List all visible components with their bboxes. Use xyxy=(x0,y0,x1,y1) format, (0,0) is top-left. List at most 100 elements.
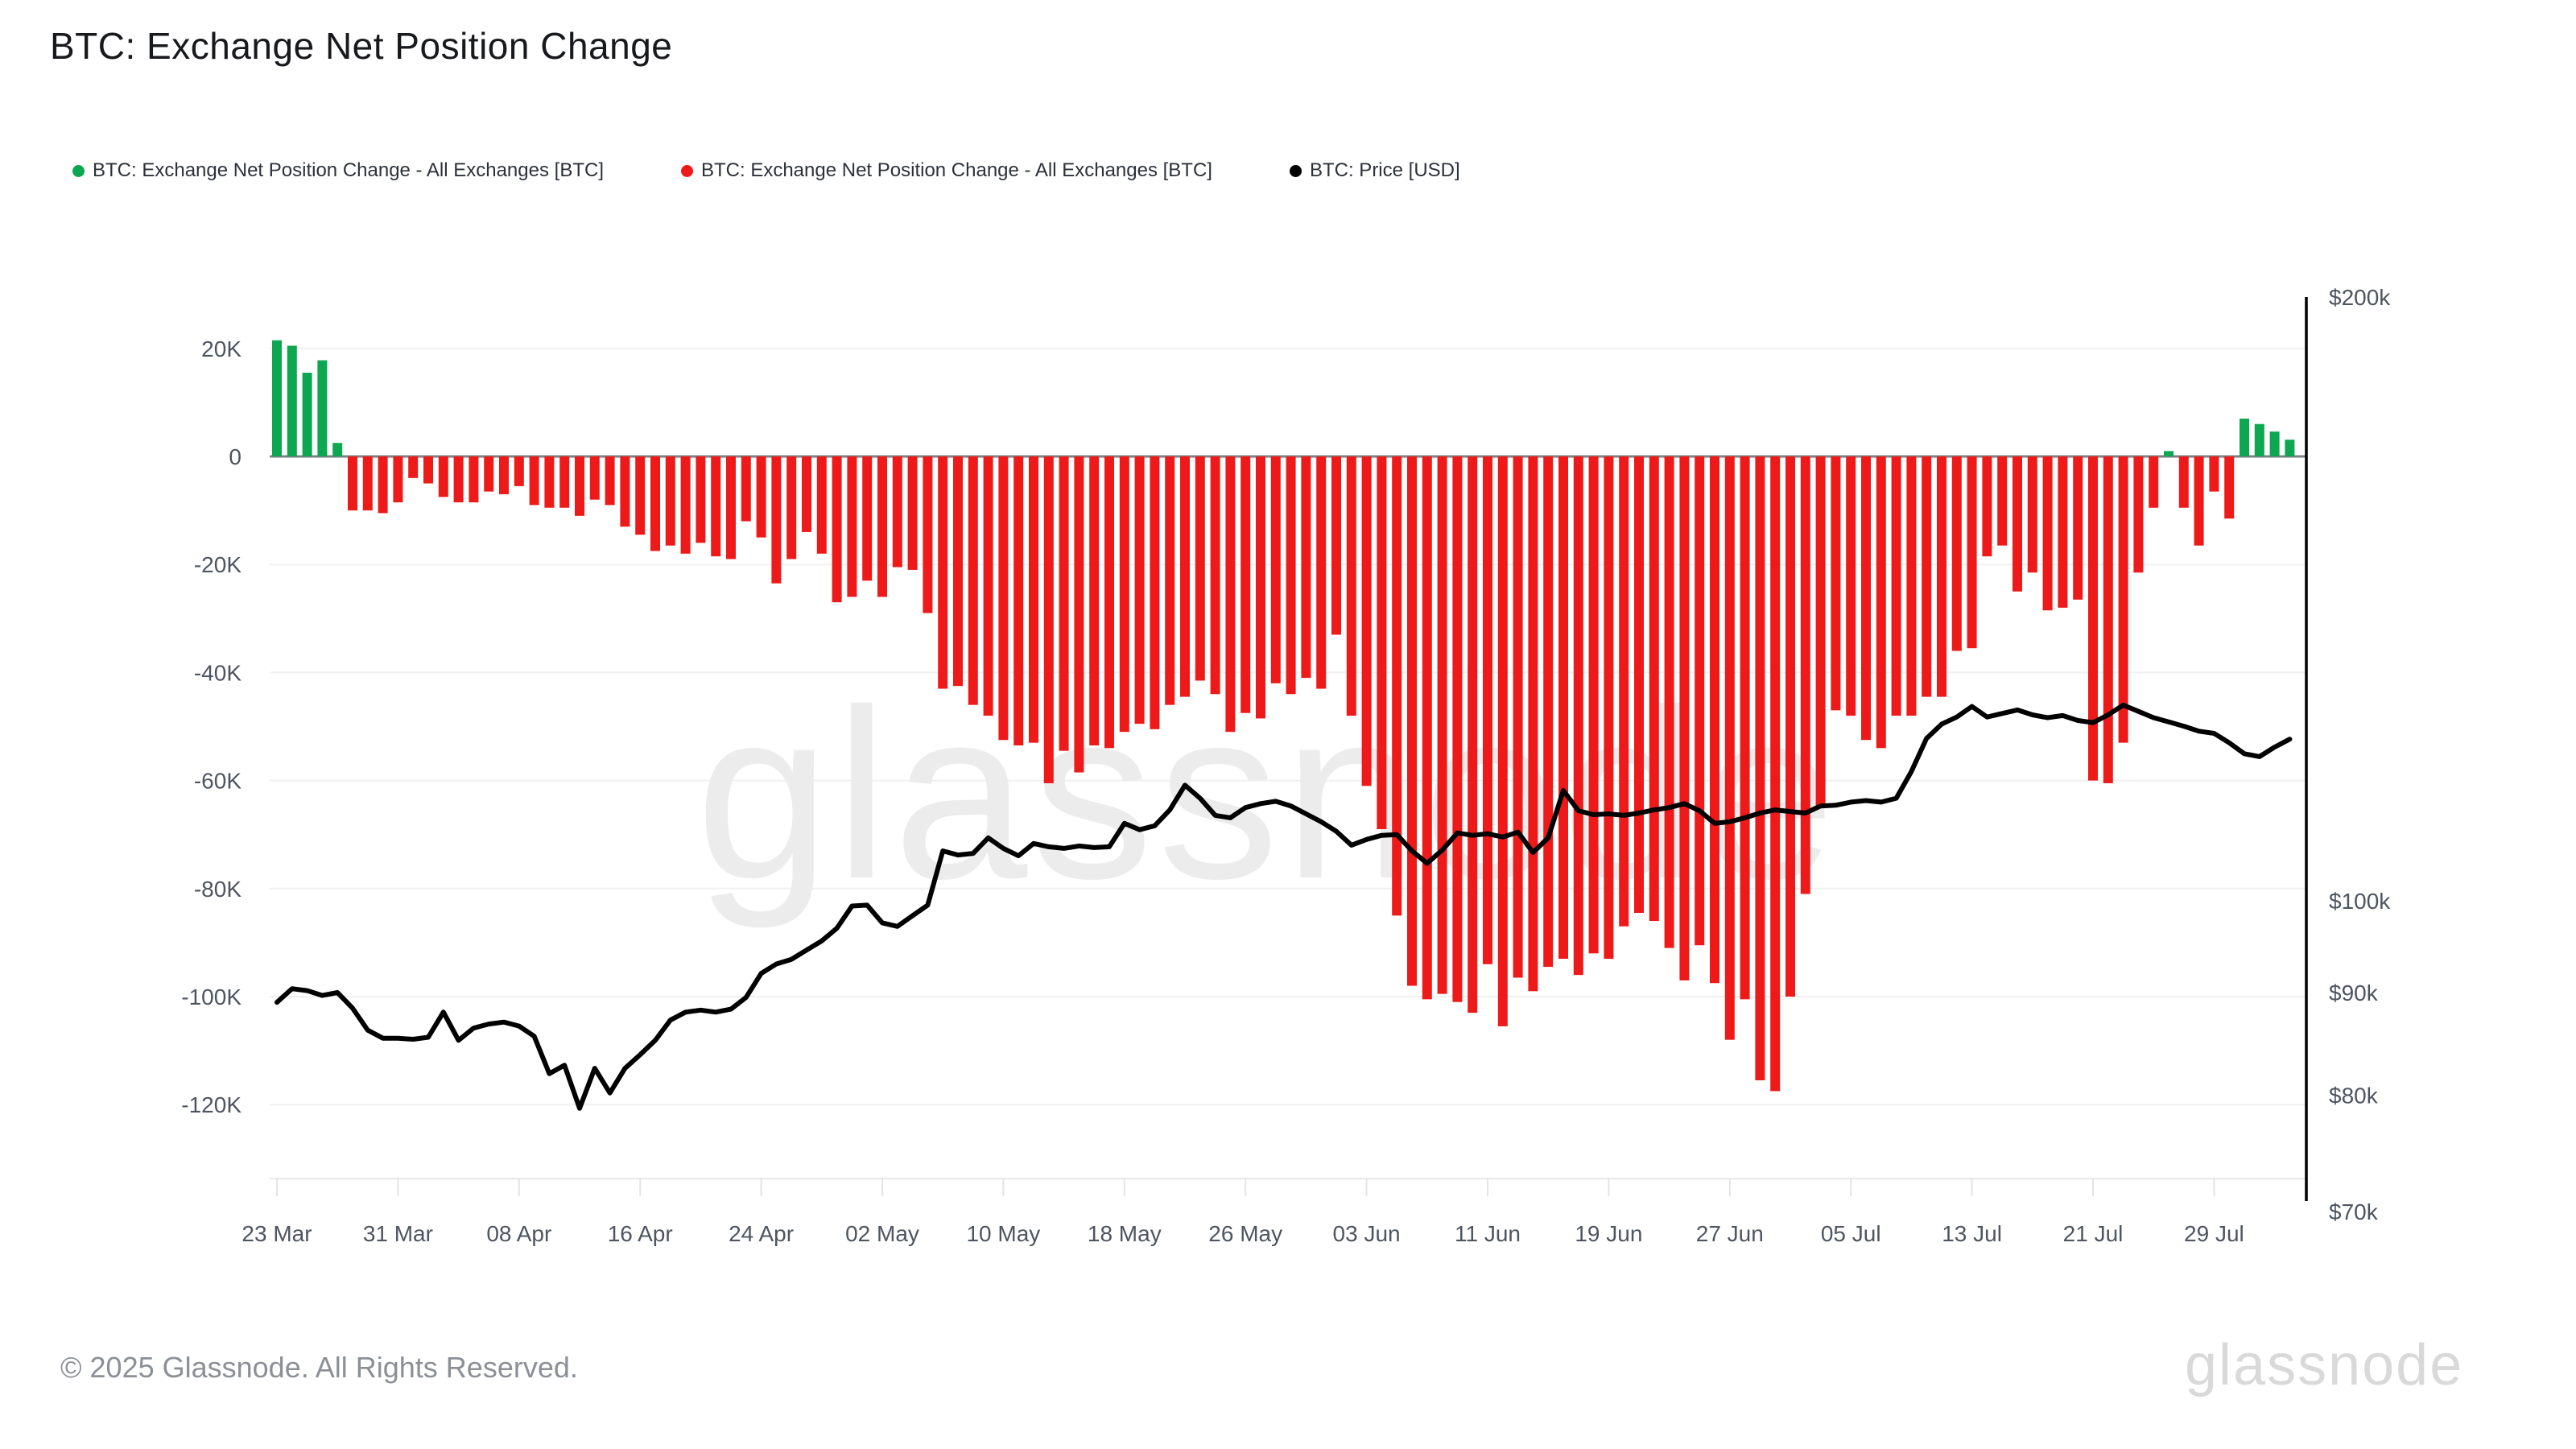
net-position-bar xyxy=(1180,456,1190,697)
legend-dot-green-icon xyxy=(72,164,85,177)
net-position-bar xyxy=(2269,431,2280,456)
legend-item-price[interactable]: BTC: Price [USD] xyxy=(1289,159,1460,182)
legend: BTC: Exchange Net Position Change - All … xyxy=(72,159,1460,182)
net-position-bar xyxy=(1165,456,1175,705)
net-position-bar xyxy=(589,456,600,500)
net-position-bar xyxy=(968,456,978,705)
net-position-bar xyxy=(1785,456,1795,997)
net-position-bar xyxy=(1695,456,1705,946)
right-axis-tick-label: $100k xyxy=(2329,889,2391,914)
legend-item-netpos-negative[interactable]: BTC: Exchange Net Position Change - All … xyxy=(680,159,1212,182)
net-position-bar xyxy=(1089,456,1100,745)
net-position-bar xyxy=(1256,456,1265,719)
net-position-bar xyxy=(1241,456,1251,713)
net-position-bar xyxy=(1846,456,1856,716)
net-position-bar xyxy=(1724,456,1735,1040)
net-position-bar xyxy=(2013,456,2022,592)
left-axis-tick-label: 20K xyxy=(201,336,242,361)
x-axis-tick-label: 19 Jun xyxy=(1575,1221,1642,1246)
net-position-bar xyxy=(2164,451,2174,456)
legend-item-label: BTC: Exchange Net Position Change - All … xyxy=(93,159,604,181)
net-position-bar xyxy=(1074,456,1084,773)
net-position-bar xyxy=(847,456,857,597)
x-axis-tick-label: 21 Jul xyxy=(2063,1221,2124,1246)
net-position-bar xyxy=(317,360,328,456)
net-position-bar xyxy=(786,456,797,559)
net-position-bar xyxy=(2224,456,2235,519)
net-position-bar xyxy=(1543,456,1554,968)
net-position-bar xyxy=(2149,456,2159,508)
net-position-bar xyxy=(438,456,448,497)
net-position-bar xyxy=(559,456,570,508)
net-position-bar xyxy=(2285,440,2295,456)
net-position-bar xyxy=(2118,456,2128,743)
left-axis-tick-label: -20K xyxy=(194,552,242,577)
net-position-bar xyxy=(1831,456,1841,711)
net-position-bar xyxy=(605,456,615,506)
net-position-bar xyxy=(1119,456,1129,733)
net-position-bar xyxy=(544,456,555,508)
net-position-bar xyxy=(953,456,963,687)
net-position-bar xyxy=(302,372,312,456)
net-position-bar xyxy=(2058,456,2068,608)
footer-copyright: © 2025 Glassnode. All Rights Reserved. xyxy=(60,1351,578,1384)
net-position-bar xyxy=(680,456,691,554)
right-axis-tick-label: $90k xyxy=(2329,980,2379,1005)
net-position-bar xyxy=(1301,456,1311,679)
net-position-bar xyxy=(1876,456,1886,749)
net-position-bar xyxy=(2133,456,2144,573)
legend-item-label: BTC: Exchange Net Position Change - All … xyxy=(700,159,1212,181)
net-position-bar xyxy=(1558,456,1568,960)
net-position-bar xyxy=(1104,456,1114,749)
net-position-bar xyxy=(1286,456,1296,695)
net-position-bar xyxy=(272,340,282,456)
left-axis-tick-label: -120K xyxy=(181,1092,242,1117)
net-position-bar xyxy=(575,456,584,516)
net-position-bar xyxy=(1588,456,1599,954)
net-position-bar xyxy=(1951,456,1962,651)
net-position-bar xyxy=(1437,456,1447,994)
glassnode-wordmark: glassnode xyxy=(2185,1333,2464,1397)
net-position-bar xyxy=(1407,456,1417,986)
net-position-bar xyxy=(1679,456,1690,980)
net-position-bar xyxy=(1740,456,1750,1000)
net-position-bar xyxy=(620,456,630,527)
net-position-bar xyxy=(1664,456,1674,948)
net-position-bar xyxy=(877,456,887,597)
net-position-bar xyxy=(2194,456,2204,546)
net-position-bar xyxy=(938,456,948,689)
net-position-bar xyxy=(348,456,357,511)
net-position-bar xyxy=(1392,456,1402,916)
x-axis-tick-label: 18 May xyxy=(1088,1221,1162,1246)
net-position-bar xyxy=(514,456,524,486)
net-position-bar xyxy=(1573,456,1583,976)
net-position-bar xyxy=(923,456,933,613)
net-position-bar xyxy=(2240,419,2249,456)
x-axis-tick-label: 29 Jul xyxy=(2184,1221,2244,1246)
net-position-bar xyxy=(423,456,433,484)
net-position-bar xyxy=(1377,456,1387,829)
net-position-bar xyxy=(665,456,675,546)
net-position-bar xyxy=(1815,456,1826,808)
net-position-bar xyxy=(1043,456,1054,783)
right-axis-tick-label: $200k xyxy=(2329,285,2391,310)
right-axis-tick-label: $80k xyxy=(2329,1083,2379,1108)
net-position-bar xyxy=(1346,456,1356,716)
net-position-bar xyxy=(862,456,873,581)
x-axis-tick-label: 24 Apr xyxy=(729,1221,794,1246)
legend-item-netpos-positive[interactable]: BTC: Exchange Net Position Change - All … xyxy=(72,159,604,182)
net-position-bar xyxy=(378,456,388,514)
left-axis-tick-label: 0 xyxy=(229,444,242,469)
net-position-bar xyxy=(1059,456,1069,751)
x-axis-tick-label: 16 Apr xyxy=(608,1221,673,1246)
net-position-bar xyxy=(696,456,706,543)
net-position-bar xyxy=(802,456,811,532)
net-position-bar xyxy=(1604,456,1614,960)
net-position-bar xyxy=(892,456,902,568)
net-position-bar xyxy=(1013,456,1024,745)
net-position-bar xyxy=(816,456,827,554)
page-title: BTC: Exchange Net Position Change xyxy=(50,25,673,67)
net-position-bar xyxy=(1483,456,1492,964)
net-position-bar xyxy=(1195,456,1205,681)
